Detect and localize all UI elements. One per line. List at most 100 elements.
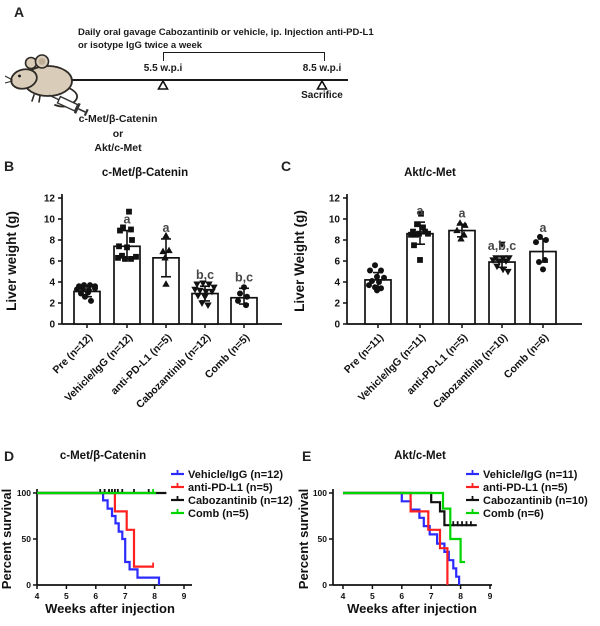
svg-text:anti-PD-L1 (n=5): anti-PD-L1 (n=5) [188, 482, 273, 494]
bars [364, 229, 557, 325]
mouse-ear-left [24, 56, 38, 70]
svg-text:6: 6 [334, 257, 340, 268]
curve-anti-PD-L1 (n=5) [37, 491, 154, 568]
svg-text:4: 4 [341, 591, 346, 601]
protocol-line-2: or isotype IgG twice a week [78, 39, 203, 51]
svg-text:a: a [124, 213, 132, 227]
y-ticks: 0 2 4 6 8 10 12 [329, 194, 347, 331]
svg-text:2: 2 [49, 299, 55, 310]
x-axis-label: Weeks after injection [45, 601, 175, 616]
svg-text:a: a [459, 206, 467, 220]
svg-text:8: 8 [49, 236, 55, 247]
syringe-icon [45, 87, 92, 120]
svg-text:c-Met/β-Catenin: c-Met/β-Catenin [102, 167, 188, 179]
category-labels: Pre (n=11)Vehicle/IgG (n=11)anti-PD-L1 (… [342, 324, 551, 411]
svg-text:7: 7 [123, 591, 128, 601]
panel-d-label: D [4, 448, 15, 464]
svg-text:Akt/c-Met: Akt/c-Met [394, 450, 446, 462]
model-or: or [112, 127, 124, 140]
panel-b-bar-chart: 0 2 4 6 8 10 12 a a b,c b,c Pre (n=12)Vehicle/IgG (… [4, 167, 282, 411]
y-axis-label: Percent survival [296, 489, 311, 589]
panel-c-label: C [281, 158, 292, 174]
mouse-head [10, 68, 38, 90]
svg-text:5: 5 [370, 591, 375, 601]
svg-text:5: 5 [64, 591, 69, 601]
timepoint-end-label: 8.5 w.p.i [302, 63, 342, 74]
panel-d-survival-chart: 0 50 100 4 5 6 7 8 9 Vehicle/IgG (n=12)anti-PD-L1… [0, 450, 293, 616]
svg-text:anti-PD-L1 (n=5): anti-PD-L1 (n=5) [483, 482, 568, 494]
svg-text:6: 6 [93, 591, 98, 601]
svg-text:Cabozantinib (n=12): Cabozantinib (n=12) [188, 495, 293, 507]
data-points [366, 210, 549, 294]
svg-text:2: 2 [334, 299, 340, 310]
timepoint-start-label: 5.5 w.p.i [143, 63, 183, 74]
x-axis-label: Weeks after injection [347, 601, 477, 616]
mouse-feet [31, 94, 41, 103]
svg-text:0: 0 [26, 580, 31, 590]
svg-text:0: 0 [334, 320, 340, 331]
mouse-inner-ear [38, 58, 46, 65]
svg-text:Comb (n=6): Comb (n=6) [483, 508, 544, 520]
svg-text:a: a [163, 221, 171, 235]
svg-text:4: 4 [49, 278, 55, 289]
category-labels: Pre (n=12)Vehicle/IgG (n=12)anti-PD-L1 (… [51, 324, 252, 411]
svg-text:b,c: b,c [235, 270, 253, 284]
survival-curves [37, 489, 167, 585]
svg-text:8: 8 [334, 236, 340, 247]
svg-text:10: 10 [44, 215, 56, 226]
mouse-eye [18, 74, 21, 78]
protocol-line-1: Daily oral gavage Cabozantinib or vehicl… [78, 27, 374, 38]
panel-b-label: B [4, 158, 15, 174]
svg-text:Cabozantinib (n=10): Cabozantinib (n=10) [483, 495, 588, 507]
model-option-2: Akt/c-Met [94, 142, 142, 154]
svg-text:a,b,c: a,b,c [488, 239, 517, 253]
curve-Comb (n=6) [343, 491, 465, 564]
curve-Vehicle/IgG (n=12) [37, 491, 161, 585]
y-ticks: 0 2 4 6 8 10 12 [44, 194, 62, 331]
svg-text:12: 12 [329, 194, 341, 205]
svg-text:10: 10 [329, 215, 341, 226]
svg-text:100: 100 [313, 488, 327, 498]
svg-text:Comb (n=5): Comb (n=5) [188, 508, 249, 520]
axes [36, 489, 192, 586]
model-option-1: c-Met/β-Catenin [78, 113, 158, 125]
svg-text:c-Met/β-Catenin: c-Met/β-Catenin [60, 450, 146, 462]
panel-c-bar-chart: 0 2 4 6 8 10 12 a a a,b,c a Pre (n=11)Vehicle/IgG (… [292, 167, 582, 411]
data-points [74, 208, 250, 309]
svg-text:0: 0 [322, 580, 327, 590]
timeline-marker-end-icon [316, 80, 328, 90]
y-axis-label: Liver Weight (g) [292, 210, 307, 312]
panel-e-label: E [302, 448, 312, 464]
legend: Vehicle/IgG (n=11)anti-PD-L1 (n=5)Caboza… [466, 469, 588, 520]
svg-text:Cabozantinib (n=10): Cabozantinib (n=10) [431, 332, 510, 411]
legend: Vehicle/IgG (n=12)anti-PD-L1 (n=5)Caboza… [171, 469, 293, 520]
svg-text:4: 4 [334, 278, 340, 289]
svg-text:Cabozantinib (n=12): Cabozantinib (n=12) [134, 332, 213, 411]
timeline-axis [62, 79, 348, 81]
curve-Vehicle/IgG (n=11) [343, 491, 461, 585]
svg-text:100: 100 [17, 488, 31, 498]
svg-text:8: 8 [458, 591, 463, 601]
mouse-illustration [4, 54, 79, 108]
svg-text:b,c: b,c [196, 268, 214, 282]
svg-text:Pre (n=11): Pre (n=11) [342, 332, 386, 376]
svg-text:9: 9 [182, 591, 187, 601]
svg-text:Vehicle/IgG (n=12): Vehicle/IgG (n=12) [62, 332, 135, 405]
survival-curves [343, 491, 477, 585]
curve-anti-PD-L1 (n=5) [343, 491, 449, 585]
y-axis-label: Liver weight (g) [4, 211, 19, 311]
svg-text:8: 8 [152, 591, 157, 601]
svg-text:4: 4 [35, 591, 40, 601]
treatment-window-bracket [163, 52, 325, 61]
mouse-whiskers [4, 75, 13, 84]
significance-labels: a a a,b,c a [417, 204, 548, 253]
svg-text:a: a [540, 221, 548, 235]
axes [332, 489, 492, 586]
svg-text:12: 12 [44, 194, 56, 205]
tick-labels: 0 50 100 4 5 6 7 8 9 [313, 488, 493, 601]
y-axis-label: Percent survival [0, 489, 14, 589]
panel-a-label: A [14, 4, 25, 20]
curve-Cabozantinib (n=10) [343, 491, 477, 527]
tick-labels: 0 50 100 4 5 6 7 8 9 [17, 488, 187, 601]
